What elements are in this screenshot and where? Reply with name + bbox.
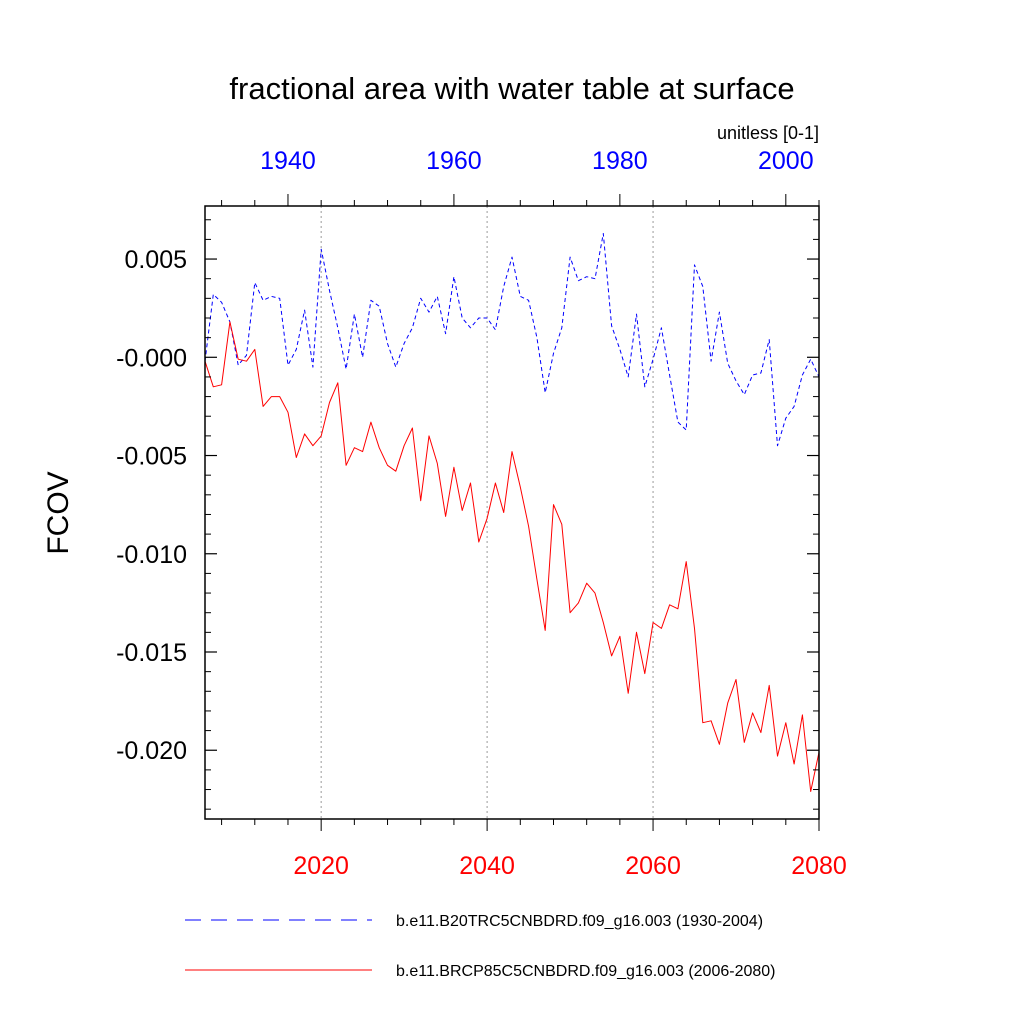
top-tick-label: 1960 [426, 147, 482, 175]
y-tick-label: -0.005 [116, 443, 187, 471]
series-lines [204, 233, 820, 792]
series-line-historical [204, 233, 820, 447]
bottom-tick-label: 2040 [459, 852, 515, 880]
y-tick-label: -0.010 [116, 541, 187, 569]
axis-ticks [205, 194, 820, 831]
y-tick-label: 0.005 [124, 246, 187, 274]
y-tick-label: -0.000 [116, 344, 187, 372]
top-tick-label: 2000 [758, 147, 814, 175]
series-line-rcp85 [204, 321, 820, 792]
y-tick-label: -0.020 [116, 737, 187, 765]
units-label: unitless [0-1] [717, 123, 819, 143]
top-tick-label: 1980 [592, 147, 648, 175]
chart-title: fractional area with water table at surf… [229, 71, 794, 106]
grid-lines [320, 206, 654, 819]
y-tick-label: -0.015 [116, 639, 187, 667]
bottom-tick-label: 2060 [625, 852, 681, 880]
bottom-tick-label: 2080 [791, 852, 847, 880]
top-tick-label: 1940 [260, 147, 316, 175]
tick-labels: 0.005 -0.000 -0.005 -0.010 -0.015 -0.020 1940 1… [116, 147, 847, 880]
y-axis-label: FCOV [42, 471, 75, 554]
legend-label-historical: b.e11.B20TRC5CNBDRD.f09_g16.003 (1930-20… [396, 913, 763, 930]
legend-label-rcp85: b.e11.BRCP85C5CNBDRD.f09_g16.003 (2006-2… [396, 963, 775, 980]
plot-frame [204, 205, 820, 820]
bottom-tick-label: 2020 [293, 852, 349, 880]
legend: b.e11.B20TRC5CNBDRD.f09_g16.003 (1930-20… [185, 913, 775, 980]
